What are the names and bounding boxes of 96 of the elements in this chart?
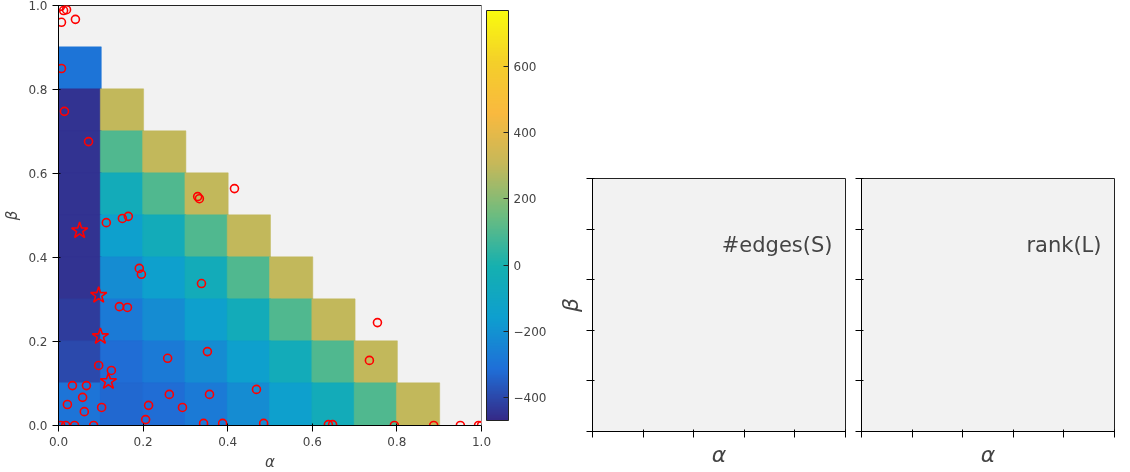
point <box>100 172 144 217</box>
text: #edges(S) <box>721 232 833 257</box>
color-bar-label: 200 <box>513 192 537 207</box>
point <box>58 256 102 301</box>
point <box>184 214 229 259</box>
point <box>106 365 117 376</box>
text: α <box>980 441 996 467</box>
point <box>226 256 271 301</box>
point <box>184 382 229 426</box>
point <box>311 298 356 343</box>
point <box>114 301 125 312</box>
x-axis-title: α <box>265 452 276 471</box>
point <box>58 46 102 91</box>
point <box>229 183 240 194</box>
point <box>184 172 229 217</box>
point <box>101 217 112 228</box>
point <box>142 172 187 217</box>
x-tick-label: 0.2 <box>133 434 153 449</box>
point <box>100 382 144 426</box>
point <box>91 327 110 345</box>
point <box>117 213 128 224</box>
point <box>58 17 67 28</box>
point <box>184 256 229 301</box>
y-tick-label: 0.6 <box>28 167 48 181</box>
point <box>62 399 73 410</box>
point <box>177 402 188 413</box>
point <box>269 256 314 301</box>
point <box>364 355 375 366</box>
point <box>58 172 102 217</box>
point <box>81 380 92 391</box>
point <box>67 380 78 391</box>
point <box>58 63 67 74</box>
y-tick-label: 0.0 <box>28 419 48 433</box>
point <box>142 130 187 175</box>
point <box>142 214 187 259</box>
point <box>372 317 383 328</box>
point <box>204 389 215 400</box>
point <box>59 106 70 117</box>
point <box>226 298 271 343</box>
point <box>77 392 88 403</box>
text: rank(L) <box>1026 232 1102 257</box>
y-tick-label: 1.0 <box>28 0 48 13</box>
point <box>311 340 356 385</box>
point <box>196 278 207 289</box>
point <box>202 346 213 357</box>
point <box>269 382 314 426</box>
point <box>251 384 262 395</box>
x-tick-label: 0.4 <box>218 434 238 449</box>
point <box>58 130 102 175</box>
point <box>143 400 154 411</box>
y-tick-label: 0.4 <box>28 251 48 265</box>
point <box>269 340 314 385</box>
x-tick-label: 0.8 <box>387 434 407 449</box>
text: β <box>557 297 583 314</box>
point <box>58 88 102 133</box>
color-bar-label: −400 <box>513 390 547 405</box>
point <box>311 382 356 426</box>
color-bar-label: 600 <box>513 60 537 75</box>
point <box>89 286 108 303</box>
point <box>164 389 175 400</box>
point <box>184 340 229 385</box>
point <box>79 406 90 417</box>
color-bar-label: 0 <box>513 258 522 273</box>
x-tick-label: 1.0 <box>471 434 492 449</box>
y-tick-label: 0.8 <box>28 83 48 97</box>
point <box>226 382 271 426</box>
point <box>217 418 228 426</box>
point <box>226 214 271 259</box>
point <box>269 298 314 343</box>
text: α <box>711 441 727 467</box>
point <box>134 263 145 274</box>
color-bar-label: 400 <box>513 126 537 141</box>
point <box>353 340 398 385</box>
point <box>136 269 147 280</box>
point <box>96 402 107 413</box>
x-tick-label: 0.0 <box>48 434 69 449</box>
point <box>184 298 229 343</box>
x-tick-label: 0.6 <box>302 434 322 449</box>
point <box>353 382 398 426</box>
point <box>70 14 81 25</box>
point <box>123 211 134 222</box>
point <box>99 372 118 390</box>
point <box>198 418 209 426</box>
point <box>258 418 269 426</box>
point <box>140 414 151 425</box>
point <box>100 88 144 133</box>
point <box>93 360 104 371</box>
y-tick-label: 0.2 <box>28 335 48 349</box>
y-axis-title: β <box>3 210 22 222</box>
point <box>396 382 440 426</box>
point <box>122 302 133 313</box>
color-bar-label: −200 <box>513 324 547 339</box>
point <box>226 340 271 385</box>
point <box>83 136 94 147</box>
point <box>100 130 144 175</box>
point <box>142 298 187 343</box>
